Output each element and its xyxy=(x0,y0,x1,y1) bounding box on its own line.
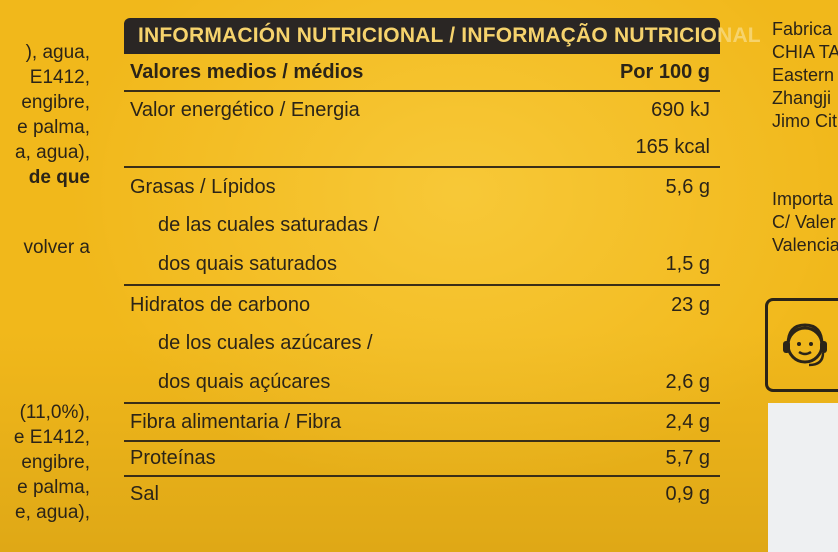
customer-service-box xyxy=(765,298,838,392)
right-line: C/ Valer xyxy=(772,212,836,232)
row-value: 0,9 g xyxy=(665,482,710,505)
importer-info: Importa C/ Valer Valencia xyxy=(772,188,838,257)
column-value: Por 100 g xyxy=(619,60,710,83)
row-value: 5,7 g xyxy=(665,447,710,469)
nutrition-table: INFORMACIÓN NUTRICIONAL / INFORMAÇÃO NUT… xyxy=(124,18,761,511)
row-label: dos quais saturados xyxy=(158,252,338,275)
left-line: e E1412, xyxy=(13,427,90,448)
left-line: E1412, xyxy=(29,67,90,88)
table-row: dos quais saturados 1,5 g xyxy=(124,244,720,286)
table-row: Hidratos de carbono 23 g xyxy=(124,286,720,324)
left-line: engibre, xyxy=(21,92,90,113)
left-line: de que xyxy=(28,167,90,188)
left-line: a, agua), xyxy=(15,142,90,163)
left-line: e palma, xyxy=(17,117,90,138)
row-label: Sal xyxy=(130,482,159,505)
row-label: Hidratos de carbono xyxy=(130,293,311,316)
right-line: Zhangji xyxy=(772,88,832,108)
row-label: Fibra alimentaria / Fibra xyxy=(130,410,342,433)
row-label: dos quais açúcares xyxy=(158,370,331,393)
right-line: CHIA TA xyxy=(772,42,838,62)
left-line: (11,0%), xyxy=(19,402,90,423)
table-title: INFORMACIÓN NUTRICIONAL / INFORMAÇÃO NUT… xyxy=(124,18,761,54)
left-line: engibre, xyxy=(21,452,90,473)
row-value: 1,5 g xyxy=(665,252,710,275)
left-line: volver a xyxy=(23,237,90,258)
row-label: Valor energético / Energia xyxy=(130,98,360,121)
left-line: e palma, xyxy=(17,477,90,498)
row-value: 5,6 g xyxy=(665,175,710,198)
left-gap xyxy=(0,190,90,235)
row-value: 690 kJ xyxy=(651,98,710,121)
white-panel xyxy=(768,403,838,552)
table-row: Fibra alimentaria / Fibra 2,4 g xyxy=(124,404,720,442)
table-row: Valor energético / Energia 690 kJ xyxy=(124,92,720,128)
table-row: dos quais açúcares 2,6 g xyxy=(124,362,720,404)
left-ingredients-top: ), agua, E1412, engibre, e palma, a, agu… xyxy=(0,40,90,260)
right-line: Importa xyxy=(772,189,834,209)
row-label: de las cuales saturadas / xyxy=(158,213,380,236)
row-value: 2,4 g xyxy=(665,410,710,433)
right-line: Jimo Cit xyxy=(772,111,838,131)
table-row: Sal 0,9 g xyxy=(124,477,720,511)
table-row: 165 kcal xyxy=(124,128,720,168)
left-ingredients-bottom: (11,0%), e E1412, engibre, e palma, e, a… xyxy=(0,400,90,525)
table-column-header: Valores medios / médios Por 100 g xyxy=(124,54,720,92)
manufacturer-info: Fabrica CHIA TA Eastern Zhangji Jimo Cit xyxy=(772,18,838,133)
row-value: 23 g xyxy=(671,293,710,316)
column-label: Valores medios / médios xyxy=(130,60,364,83)
right-line: Fabrica xyxy=(772,19,833,39)
row-label: Proteínas xyxy=(130,447,216,469)
row-label: de los cuales azúcares / xyxy=(158,331,373,354)
table-row: Grasas / Lípidos 5,6 g xyxy=(124,168,720,206)
left-line: e, agua), xyxy=(15,502,90,523)
right-line: Eastern xyxy=(772,65,835,85)
customer-service-icon xyxy=(782,323,827,367)
row-value: 2,6 g xyxy=(665,370,710,393)
right-line: Valencia xyxy=(772,235,838,255)
row-label: Grasas / Lípidos xyxy=(130,175,276,198)
table-row: Proteínas 5,7 g xyxy=(124,442,720,477)
table-row: de los cuales azúcares / xyxy=(124,324,720,362)
left-line: ), agua, xyxy=(25,42,90,63)
table-row: de las cuales saturadas / xyxy=(124,206,720,244)
row-value: 165 kcal xyxy=(635,135,711,158)
